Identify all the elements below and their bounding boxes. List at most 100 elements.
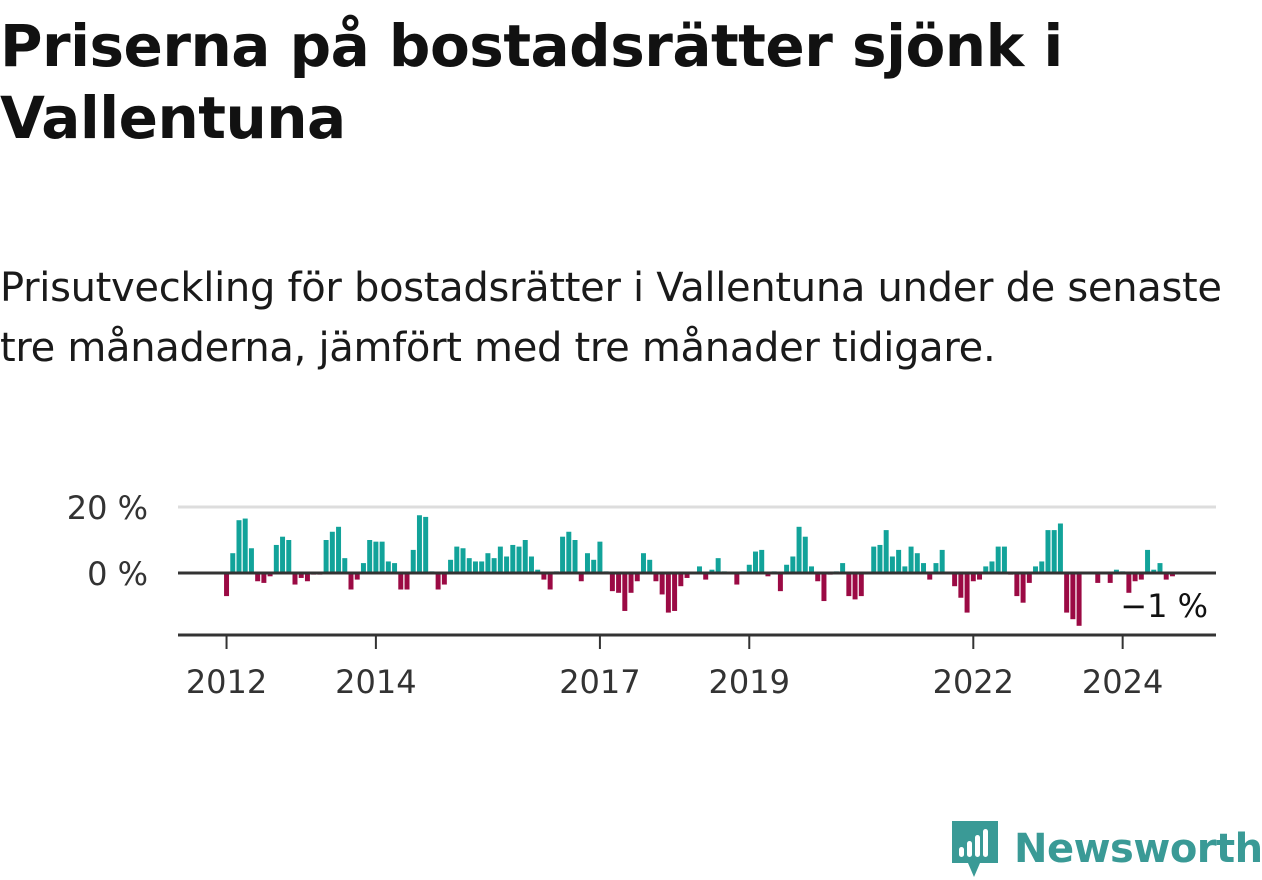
bar — [684, 573, 690, 578]
bar — [914, 553, 920, 573]
bar — [709, 569, 715, 573]
bar — [1020, 573, 1026, 603]
bar — [1014, 573, 1020, 597]
bar — [647, 559, 653, 573]
bar — [522, 540, 528, 573]
bar — [964, 573, 970, 613]
bar — [939, 549, 945, 573]
bar — [591, 559, 597, 573]
bar — [267, 573, 273, 577]
x-tick-label: 2024 — [1082, 663, 1163, 701]
bar — [616, 573, 622, 593]
bar — [784, 564, 790, 573]
bar — [777, 573, 783, 592]
x-tick-label: 2014 — [335, 663, 416, 701]
bar — [715, 558, 721, 573]
x-tick-label: 2012 — [186, 663, 267, 701]
bar — [790, 556, 796, 573]
x-tick-label: 2019 — [709, 663, 790, 701]
bar — [871, 546, 877, 573]
bar — [1051, 530, 1057, 573]
bar — [672, 573, 678, 611]
bar — [983, 566, 989, 573]
bar — [342, 558, 348, 573]
bar — [578, 573, 584, 582]
bar — [896, 549, 902, 573]
y-tick-label: 0 % — [87, 555, 148, 593]
bar — [472, 561, 478, 573]
bar — [970, 573, 976, 582]
bar — [255, 573, 261, 582]
bar — [846, 573, 852, 597]
bar — [734, 573, 740, 585]
bar — [659, 573, 665, 595]
bar — [435, 573, 441, 590]
bar — [304, 573, 310, 582]
bar — [958, 573, 964, 598]
bar — [1076, 573, 1082, 626]
bar — [329, 531, 335, 573]
bar — [510, 544, 516, 573]
bar — [385, 561, 391, 573]
bar — [1033, 566, 1039, 573]
y-tick-label: 20 % — [67, 489, 148, 527]
bar — [1026, 573, 1032, 583]
bar — [497, 546, 503, 573]
bar — [336, 526, 342, 573]
bar — [535, 569, 541, 573]
bar — [367, 540, 373, 573]
bar — [485, 553, 491, 573]
bar — [840, 563, 846, 573]
bar — [858, 573, 864, 597]
bar — [441, 573, 447, 585]
bar — [423, 516, 429, 573]
bar — [410, 549, 416, 573]
bar — [1132, 573, 1138, 582]
bar — [634, 573, 640, 582]
bar — [404, 573, 410, 590]
bar — [796, 526, 802, 573]
bar — [286, 540, 292, 573]
bar-chart: 0 % 20 % 2012 2014 2017 2019 2022 2024 −1 % — [67, 489, 1216, 701]
bar — [815, 573, 821, 582]
bar — [273, 544, 279, 573]
bar — [230, 553, 236, 573]
bar — [392, 563, 398, 573]
x-tick-label: 2017 — [559, 663, 640, 701]
bar — [933, 563, 939, 573]
bar — [1145, 549, 1151, 573]
bar — [360, 563, 366, 573]
bar — [454, 546, 460, 573]
bar — [224, 573, 230, 597]
bar — [759, 549, 765, 573]
bar — [628, 573, 634, 593]
bar — [765, 573, 771, 577]
bar — [889, 556, 895, 573]
newsworthy-brand: Newsworthy — [950, 818, 1262, 880]
bar — [479, 561, 485, 573]
bar — [877, 544, 883, 573]
bar — [448, 559, 454, 573]
bar — [609, 573, 615, 592]
bar — [280, 536, 286, 573]
bar — [1107, 573, 1113, 583]
bar — [373, 541, 379, 573]
bar — [541, 573, 547, 580]
bar — [348, 573, 354, 590]
bar — [528, 556, 534, 573]
bar — [466, 558, 472, 573]
bar — [640, 553, 646, 573]
bar — [952, 573, 958, 587]
bar — [697, 566, 702, 573]
bar — [323, 540, 329, 573]
bar — [491, 558, 497, 573]
bar — [504, 556, 510, 573]
bar — [354, 573, 360, 580]
bar — [572, 540, 578, 573]
bar — [1039, 561, 1045, 573]
bar — [753, 551, 758, 573]
bar — [460, 548, 466, 573]
bar — [547, 573, 553, 590]
bar — [398, 573, 404, 590]
bar — [809, 566, 814, 573]
